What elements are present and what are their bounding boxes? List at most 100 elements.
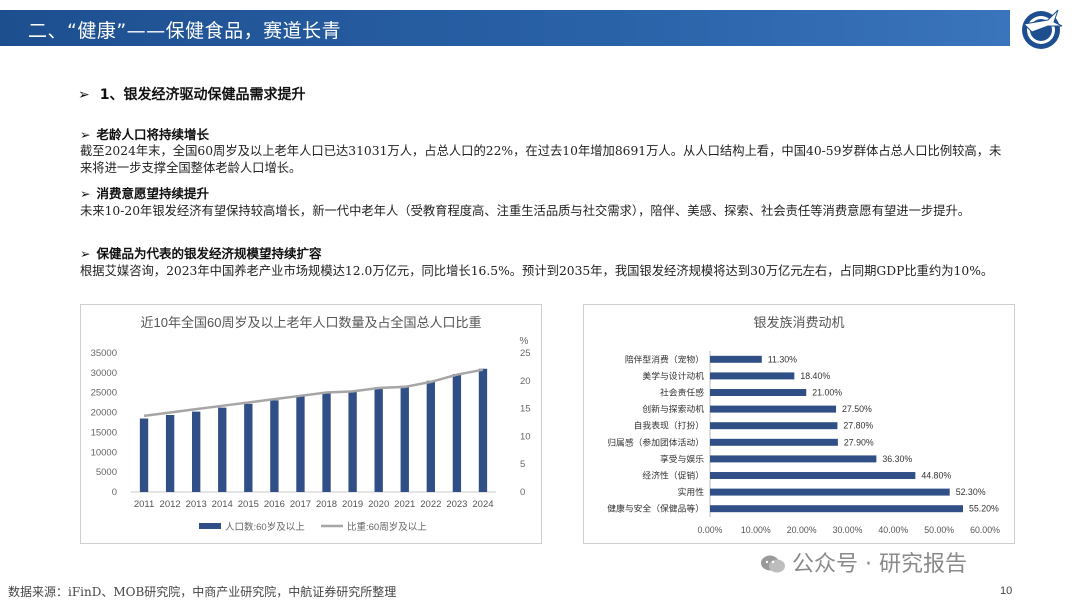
category-label: 自我表现（打扮）: [634, 420, 704, 431]
y-right-tick: 15: [520, 404, 531, 415]
y-left-tick: 15000: [91, 427, 117, 438]
x-tick-label: 20.00%: [787, 525, 817, 535]
category-label: 享受与娱乐: [660, 453, 704, 464]
company-logo-icon: [1022, 9, 1063, 49]
section-title-text: 1、银发经济驱动保健品需求提升: [99, 87, 306, 103]
category-label: 健康与安全（保健品等）: [607, 503, 704, 514]
data-label: 36.30%: [882, 454, 912, 464]
x-tick-label: 30.00%: [833, 525, 863, 535]
legend-bar-label: 人口数:60岁及以上: [225, 521, 305, 533]
header-title: 二、“健康”——保健食品，赛道长青: [28, 20, 342, 42]
category-label: 社会责任感: [660, 387, 704, 398]
header-bar: [0, 10, 1010, 46]
data-label: 18.40%: [800, 371, 830, 381]
legend-line-label: 比重:60周岁及以上: [347, 521, 427, 533]
y-right-tick: 25: [520, 348, 531, 359]
bar: [400, 385, 409, 492]
page-number: 10: [1000, 585, 1013, 597]
bar: [270, 400, 279, 492]
bar: [710, 472, 916, 479]
y-right-tick: 10: [520, 431, 531, 442]
wechat-icon: [760, 554, 786, 574]
data-source: 数据来源：iFinD、MOB研究院，中商产业研究院，中航证券研究所整理: [8, 585, 397, 599]
bar: [139, 418, 149, 492]
data-label: 52.30%: [956, 487, 986, 497]
data-label: 55.20%: [969, 504, 999, 514]
x-tick-label: 10.00%: [741, 525, 771, 535]
x-tick-label: 2018: [316, 499, 337, 510]
bar: [710, 422, 838, 430]
section-arrow-icon: ➢: [78, 87, 90, 103]
point-arrow-icon: ➢: [80, 246, 91, 261]
bar: [165, 414, 175, 492]
chart-title: 银发族消费动机: [753, 315, 844, 330]
y-left-tick: 30000: [91, 368, 117, 379]
bar: [426, 380, 435, 492]
x-tick-label: 40.00%: [878, 525, 908, 535]
x-tick-label: 2017: [290, 499, 311, 510]
category-label: 美学与设计动机: [642, 370, 704, 381]
category-label: 创新与探索动机: [642, 403, 704, 414]
point-arrow-icon: ➢: [80, 127, 91, 142]
bar: [478, 368, 488, 492]
point-1-title: ➢ 老龄人口将持续增长: [80, 124, 209, 143]
x-tick-label: 2015: [238, 499, 259, 510]
x-tick-label: 2023: [446, 499, 467, 510]
y-right-tick: 20: [520, 376, 531, 387]
point-2-title: ➢ 消费意愿望持续提升: [80, 183, 209, 202]
y-right-tick: 5: [520, 459, 525, 470]
point-3-text: 根据艾媒咨询，2023年中国养老产业市场规模达12.0万亿元，同比增长16.5%…: [80, 264, 994, 278]
point-title-text: 保健品为代表的银发经济规模望持续扩容: [96, 246, 322, 261]
category-label: 归属感（参加团体活动）: [607, 436, 704, 447]
line-series: [143, 368, 484, 418]
bar: [710, 438, 838, 446]
category-label: 陪伴型消费（宠物）: [625, 353, 704, 364]
data-label: 27.50%: [842, 404, 872, 414]
bar: [710, 455, 877, 463]
x-tick-label: 60.00%: [970, 525, 1000, 535]
bar: [710, 372, 795, 380]
x-tick-label: 2024: [472, 499, 493, 510]
category-label: 经济性（促销）: [642, 470, 704, 481]
point-1-text: 截至2024年末，全国60周岁及以上老年人口已达31031万人，占总人口的22%…: [80, 144, 1002, 175]
y-right-unit: %: [520, 336, 529, 347]
data-label: 27.80%: [843, 421, 873, 431]
bar: [710, 405, 837, 413]
point-title-text: 老龄人口将持续增长: [96, 127, 209, 142]
bar: [322, 392, 331, 492]
legend-bar-swatch: [199, 523, 221, 529]
y-left-tick: 25000: [91, 388, 117, 399]
bar: [710, 488, 950, 496]
x-tick-label: 0.00%: [698, 525, 723, 535]
y-left-tick: 0: [112, 487, 117, 498]
y-left-tick: 5000: [96, 467, 117, 478]
data-label: 44.80%: [921, 471, 951, 481]
y-left-tick: 35000: [91, 348, 117, 359]
point-3-title: ➢ 保健品为代表的银发经济规模望持续扩容: [80, 243, 322, 262]
y-right-tick: 0: [520, 487, 525, 498]
data-label: 27.90%: [844, 437, 874, 447]
point-2-text: 未来10-20年银发经济有望保持较高增长，新一代中老年人（受教育程度高、注重生活…: [80, 204, 971, 218]
bar: [192, 411, 201, 492]
x-tick-label: 2020: [368, 499, 389, 510]
bar: [244, 403, 253, 492]
population-chart-svg: 近10年全国60周岁及以上老年人口数量及占全国总人口比重% 0 5000 10000 1…: [91, 315, 531, 533]
point-arrow-icon: ➢: [80, 186, 91, 201]
y-left-tick: 20000: [91, 408, 117, 419]
x-tick-label: 2016: [264, 499, 285, 510]
data-label: 11.30%: [768, 354, 797, 364]
x-tick-label: 2019: [342, 499, 363, 510]
bar: [710, 355, 762, 363]
watermark-text: 公众号 · 研究报告: [792, 552, 967, 577]
point-title-text: 消费意愿望持续提升: [96, 186, 209, 201]
bar: [348, 391, 357, 492]
section-title: ➢ 1、银发经济驱动保健品需求提升: [78, 84, 305, 104]
x-tick-label: 50.00%: [924, 525, 954, 535]
x-tick-label: 2012: [160, 499, 181, 510]
bar: [710, 505, 963, 513]
bar: [710, 389, 807, 396]
x-tick-label: 2013: [186, 499, 207, 510]
population-chart: 近10年全国60周岁及以上老年人口数量及占全国总人口比重% 0 5000 10000 1…: [80, 304, 542, 544]
data-label: 21.00%: [812, 388, 842, 398]
